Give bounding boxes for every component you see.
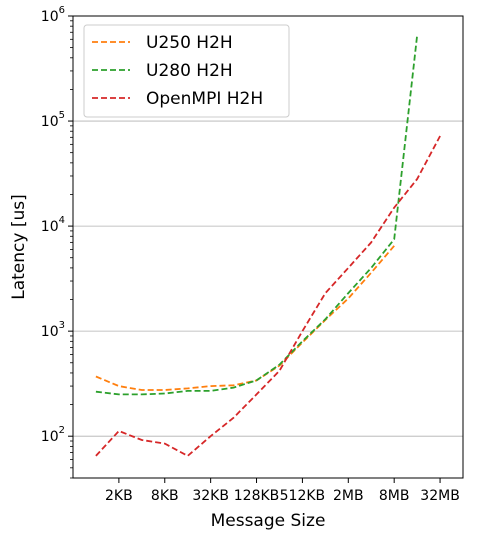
x-axis: 2KB 8KB 32KB 128KB 512KB 2MB 8MB 32MB [105, 478, 460, 504]
x-axis-title: Message Size [211, 511, 326, 531]
x-tick-label: 2KB [105, 488, 133, 504]
series-line-1 [95, 245, 395, 391]
legend-label: U280 H2H [146, 61, 233, 81]
x-tick-label: 8KB [151, 488, 179, 504]
y-tick-label: 106 [41, 5, 65, 25]
plot-frame [72, 15, 464, 479]
legend-label: U250 H2H [146, 33, 233, 53]
series-line-3 [95, 135, 441, 457]
legend: U250 H2H U280 H2H OpenMPI H2H [83, 24, 290, 118]
y-tick-label: 103 [41, 320, 65, 340]
y-tick-label: 102 [41, 425, 65, 445]
series-lines [95, 35, 441, 457]
x-tick-label: 512KB [280, 488, 326, 504]
x-tick-label: 32MB [420, 488, 460, 504]
x-tick-label: 2MB [333, 488, 364, 504]
y-tick-label: 105 [41, 110, 65, 130]
x-tick-label: 128KB [234, 488, 280, 504]
x-tick-label: 32KB [192, 488, 229, 504]
y-tick-label: 104 [41, 215, 65, 235]
legend-box [83, 24, 290, 118]
x-tick-label: 8MB [379, 488, 410, 504]
y-axis: 102 103 104 105 106 [41, 5, 73, 479]
series-line-2 [95, 35, 418, 396]
y-grid [73, 120, 463, 437]
legend-label: OpenMPI H2H [146, 89, 263, 109]
y-axis-title: Latency [us] [9, 194, 29, 300]
